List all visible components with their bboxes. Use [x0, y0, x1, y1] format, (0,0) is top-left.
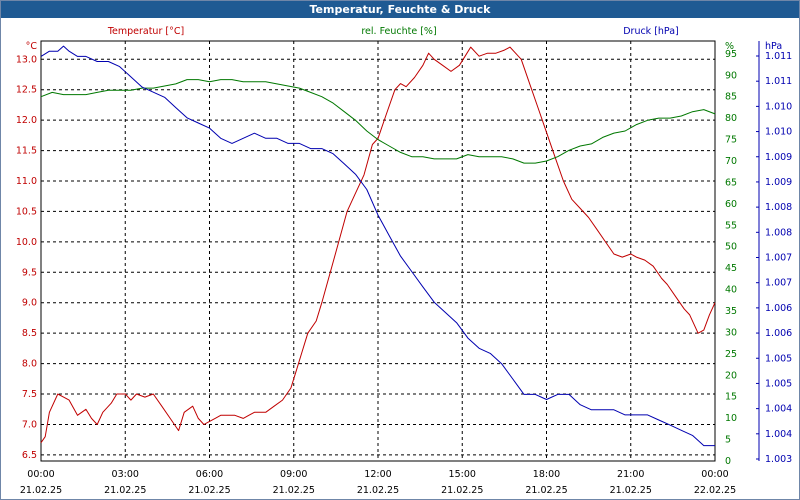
- x-tick-date: 21.02.25: [188, 485, 230, 496]
- humidity-line: [40, 79, 716, 164]
- x-tick-time: 03:00: [112, 469, 139, 480]
- humidity-tick: 75: [725, 135, 737, 146]
- x-tick-date: 21.02.25: [357, 485, 399, 496]
- temperature-tick: 9.5: [22, 267, 37, 278]
- x-tick-date: 21.02.25: [525, 485, 567, 496]
- x-tick-time: 06:00: [196, 469, 223, 480]
- x-tick-time: 12:00: [364, 469, 391, 480]
- humidity-axis-label: rel. Feuchte [%]: [361, 26, 436, 37]
- x-tick-date: 21.02.25: [441, 485, 483, 496]
- pressure-tick: 1.004: [765, 429, 792, 440]
- pressure-tick: 1.007: [765, 278, 792, 289]
- temperature-tick: 8.0: [22, 359, 37, 370]
- temperature-tick: 10.0: [16, 237, 37, 248]
- pressure-unit: hPa: [765, 41, 782, 52]
- pressure-tick: 1.009: [765, 177, 792, 188]
- humidity-tick: 30: [725, 327, 737, 338]
- temperature-tick: 7.5: [22, 389, 37, 400]
- x-tick-time: 21:00: [617, 469, 644, 480]
- x-tick-time: 15:00: [449, 469, 476, 480]
- pressure-tick: 1.005: [765, 378, 792, 389]
- humidity-tick: 0: [725, 456, 731, 467]
- pressure-tick: 1.003: [765, 454, 792, 465]
- pressure-tick: 1.008: [765, 202, 792, 213]
- temperature-tick: 6.5: [22, 450, 37, 461]
- temperature-tick: 9.0: [22, 298, 37, 309]
- pressure-tick: 1.009: [765, 152, 792, 163]
- pressure-tick: 1.011: [765, 76, 792, 87]
- x-tick-date: 22.02.25: [694, 485, 736, 496]
- humidity-tick: 25: [725, 349, 737, 360]
- x-tick-date: 21.02.25: [20, 485, 62, 496]
- temperature-unit: °C: [26, 41, 38, 52]
- x-tick-date: 21.02.25: [104, 485, 146, 496]
- temperature-tick: 12.5: [16, 85, 37, 96]
- pressure-axis-label: Druck [hPa]: [623, 26, 679, 37]
- humidity-tick: 85: [725, 92, 737, 103]
- pressure-line: [40, 45, 715, 447]
- temperature-tick: 11.5: [16, 146, 37, 157]
- pressure-tick: 1.004: [765, 404, 792, 415]
- temperature-tick: 7.0: [22, 419, 37, 430]
- x-tick-time: 00:00: [27, 469, 54, 480]
- humidity-tick: 5: [725, 435, 731, 446]
- temperature-tick: 11.0: [16, 176, 37, 187]
- x-tick-time: 09:00: [280, 469, 307, 480]
- temperature-tick: 12.0: [16, 115, 37, 126]
- humidity-tick: 60: [725, 199, 737, 210]
- x-tick-date: 21.02.25: [610, 485, 652, 496]
- x-tick-time: 00:00: [701, 469, 728, 480]
- humidity-tick: 90: [725, 70, 737, 81]
- temperature-tick: 10.5: [16, 206, 37, 217]
- pressure-tick: 1.011: [765, 51, 792, 62]
- humidity-tick: 50: [725, 242, 737, 253]
- temperature-tick: 13.0: [16, 54, 37, 65]
- humidity-tick: 80: [725, 113, 737, 124]
- humidity-tick: 35: [725, 306, 737, 317]
- pressure-tick: 1.010: [765, 127, 792, 138]
- humidity-unit: %: [725, 41, 734, 52]
- humidity-tick: 65: [725, 177, 737, 188]
- humidity-tick: 95: [725, 49, 737, 60]
- humidity-tick: 55: [725, 220, 737, 231]
- humidity-tick: 40: [725, 285, 737, 296]
- temperature-axis-label: Temperatur [°C]: [107, 26, 184, 37]
- pressure-tick: 1.010: [765, 101, 792, 112]
- x-tick-date: 21.02.25: [273, 485, 315, 496]
- pressure-tick: 1.007: [765, 253, 792, 264]
- humidity-tick: 70: [725, 156, 737, 167]
- x-tick-time: 18:00: [533, 469, 560, 480]
- humidity-tick: 45: [725, 263, 737, 274]
- window-title: Temperatur, Feuchte & Druck: [1, 1, 799, 18]
- temperature-tick: 8.5: [22, 328, 37, 339]
- pressure-tick: 1.008: [765, 227, 792, 238]
- humidity-tick: 20: [725, 370, 737, 381]
- pressure-tick: 1.005: [765, 353, 792, 364]
- humidity-tick: 15: [725, 392, 737, 403]
- humidity-tick: 10: [725, 413, 737, 424]
- pressure-tick: 1.006: [765, 303, 792, 314]
- temperature-line: [40, 46, 716, 443]
- pressure-tick: 1.006: [765, 328, 792, 339]
- chart-svg: 00:00 21.02.25 03:00 21.02.25 06:00 21.02.25 0…: [16, 26, 792, 496]
